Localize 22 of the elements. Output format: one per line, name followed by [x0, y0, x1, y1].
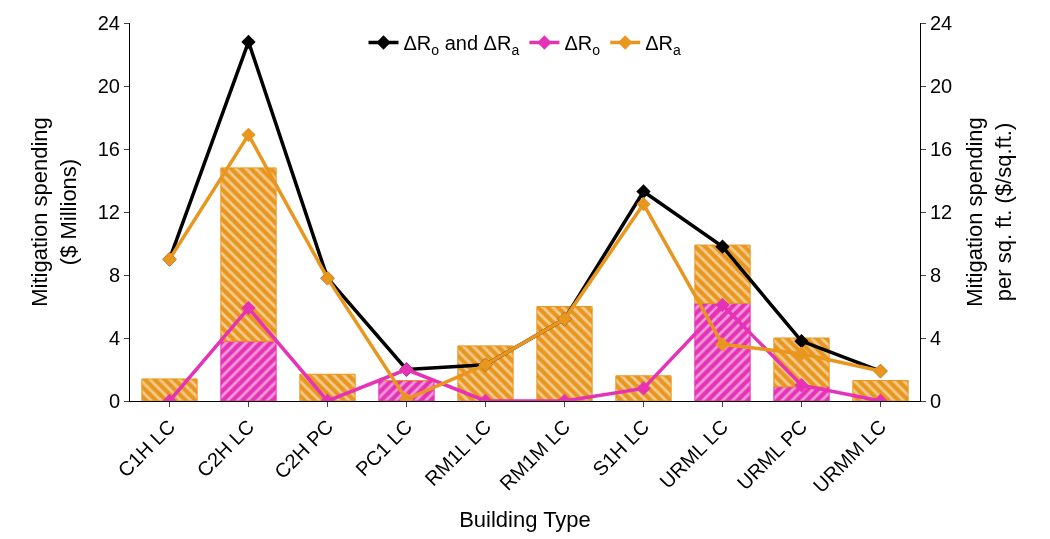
x-tick-label: PC1 LC	[351, 415, 417, 481]
y2-axis-title: Mitigation spending per sq. ft. ($/sq.ft.)	[962, 117, 1016, 307]
x-axis-title: Building Type	[459, 506, 591, 532]
x-tick-label: C2H PC	[269, 415, 338, 483]
y-axis-title: Mitigation spending ($ Millions)	[26, 117, 81, 307]
legend-label: ΔR$_{o}$	[564, 32, 601, 58]
y2-tick-label: 24	[930, 12, 953, 34]
y2-tick-label: 0	[930, 390, 942, 412]
y-tick-label: 0	[108, 390, 120, 412]
legend-label: ΔR$_{o}$ and ΔR$_{a}$	[403, 32, 520, 58]
legend-label: ΔR$_{a}$	[645, 32, 682, 58]
y2-tick-label: 16	[930, 138, 953, 160]
y-tick-label: 4	[108, 327, 120, 349]
y-tick-label: 8	[108, 264, 120, 286]
y-tick-label: 24	[97, 12, 120, 34]
y-tick-label: 20	[97, 75, 120, 97]
y2-tick-label: 4	[930, 327, 942, 349]
y-tick-label: 16	[97, 138, 120, 160]
y2-tick-label: 8	[930, 264, 942, 286]
y2-tick-label: 20	[930, 75, 953, 97]
y-tick-label: 12	[97, 201, 120, 223]
y2-tick-label: 12	[930, 201, 953, 223]
